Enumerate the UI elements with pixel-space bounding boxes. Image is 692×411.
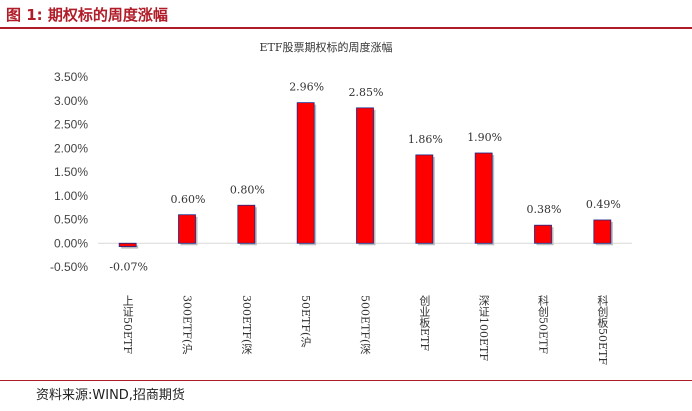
bar: [118, 242, 137, 247]
chart-title: ETF股票期权标的周度涨幅: [260, 40, 393, 54]
bar: [534, 224, 552, 244]
x-tick-label: 科创板50ETF: [596, 294, 609, 366]
y-tick-label: 3.50%: [54, 70, 88, 84]
title-rule: [0, 27, 692, 29]
data-label: 2.96%: [289, 81, 324, 94]
bar: [474, 152, 493, 244]
bar: [356, 107, 374, 244]
figure-title: 图 1: 期权标的周度涨幅: [6, 6, 168, 24]
source-note: 资料来源:WIND,招商期货: [36, 388, 185, 403]
data-label: 0.80%: [230, 183, 265, 196]
x-tick-label: 创业板ETF: [418, 295, 431, 352]
x-tick-label: 上证50ETF: [121, 295, 134, 355]
x-tick-label: 300ETF(深: [240, 295, 253, 354]
data-label: 0.49%: [586, 198, 621, 211]
x-tick-label: 300ETF(沪: [181, 295, 194, 355]
data-label: 2.85%: [349, 86, 384, 99]
bar: [296, 102, 315, 244]
x-tick-label: 科创50ETF: [537, 294, 550, 355]
y-tick-label: 1.50%: [54, 165, 88, 179]
source-rule: [0, 380, 692, 381]
y-axis: 3.50% 3.00% 2.50% 2.00% 1.50% 1.00% 0.50% 0.00%…: [50, 70, 88, 274]
x-axis: 上证50ETF 300ETF(沪 300ETF(深 50ETF(沪 500ETF(深 创业…: [121, 294, 609, 366]
y-tick-label: 0.50%: [54, 213, 88, 227]
y-tick-label: 1.00%: [54, 189, 88, 203]
data-label: 1.90%: [467, 131, 502, 144]
data-label: -0.07%: [109, 261, 148, 274]
y-tick-label: 2.00%: [54, 141, 88, 155]
bar: [237, 204, 256, 244]
y-tick-label: 0.00%: [54, 236, 88, 250]
x-tick-label: 深证100ETF: [477, 295, 490, 362]
bar: [415, 154, 434, 244]
y-tick-label: 3.00%: [54, 94, 88, 108]
bar: [593, 219, 612, 244]
bar-chart: ETF股票期权标的周度涨幅 3.50% 3.00% 2.50% 2.00% 1.50% 1…: [50, 40, 632, 366]
bar-series: [118, 102, 613, 249]
bar: [178, 214, 196, 244]
x-tick-label: 500ETF(深: [359, 295, 372, 354]
data-labels: -0.07% 0.60% 0.80% 2.96% 2.85% 1.86% 1.90% 0.38…: [109, 81, 620, 274]
y-tick-label: 2.50%: [54, 118, 88, 132]
data-label: 0.60%: [171, 193, 206, 206]
x-tick-label: 50ETF(沪: [299, 295, 312, 348]
data-label: 0.38%: [527, 203, 562, 216]
y-tick-label: -0.50%: [50, 260, 88, 274]
data-label: 1.86%: [408, 133, 443, 146]
